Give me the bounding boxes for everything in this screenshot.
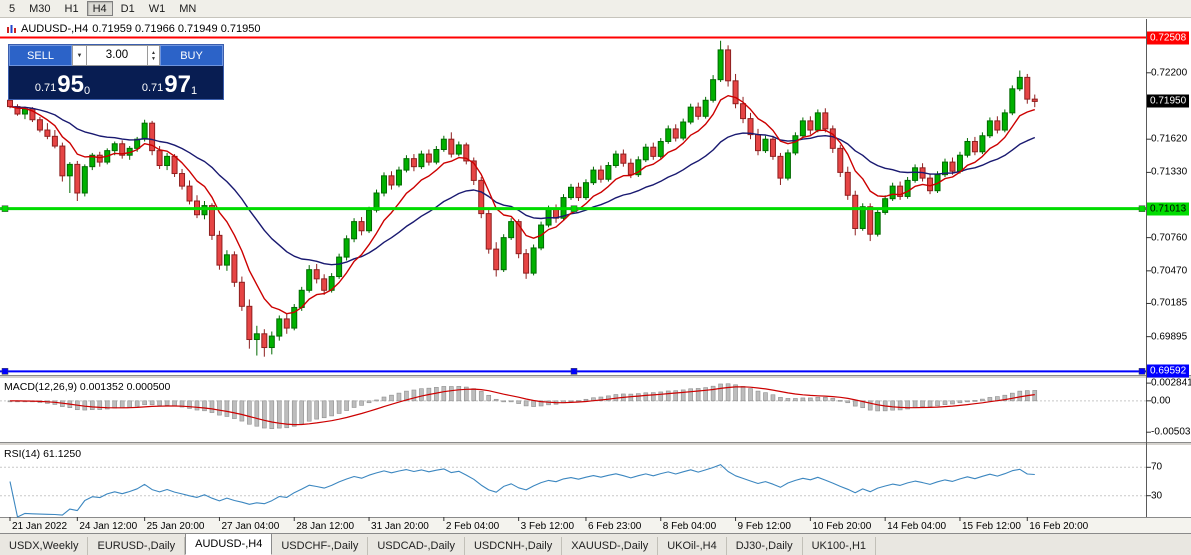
- timeframe-button-m30[interactable]: M30: [23, 1, 56, 16]
- time-axis: 21 Jan 2022 24 Jan 12:00 25 Jan 20:00 27 Ja…: [0, 517, 1191, 533]
- macd-scale-label: 0.002841: [1151, 377, 1191, 389]
- chart-tab-xauusd-daily[interactable]: XAUUSD-,Daily: [562, 537, 659, 555]
- spinner-up-icon: ▲: [151, 49, 156, 56]
- time-label: 6 Feb 23:00: [587, 521, 642, 532]
- spinner-down-icon: ▼: [151, 55, 156, 62]
- price-tick-label: 0.71330: [1151, 166, 1188, 178]
- chart-tabbar: USDX,Weekly EURUSD-,Daily AUDUSD-,H4 USDCHF…: [0, 533, 1191, 555]
- time-label: 9 Feb 12:00: [737, 521, 791, 532]
- rsi-title: RSI(14) 61.1250: [4, 448, 82, 460]
- time-label: 25 Jan 20:00: [146, 521, 205, 532]
- chevron-down-icon: ▼: [76, 52, 83, 59]
- price-tick-label: 0.70470: [1151, 265, 1188, 277]
- buy-button[interactable]: BUY: [160, 45, 223, 66]
- resistance-price-badge: 0.72508: [1147, 31, 1190, 45]
- price-tick-label: 0.72200: [1151, 67, 1188, 79]
- rsi-panel: [0, 446, 1191, 517]
- panel-splitter[interactable]: [0, 442, 1191, 446]
- volume-preset-dropdown[interactable]: ▼: [72, 45, 87, 66]
- rsi-level-label: 30: [1151, 490, 1163, 502]
- chart-tab-dj30-daily[interactable]: DJ30-,Daily: [727, 537, 803, 555]
- time-label: 10 Feb 20:00: [812, 521, 872, 532]
- timeframe-button-d1[interactable]: D1: [115, 1, 141, 16]
- chart-tab-usdx-weekly[interactable]: USDX,Weekly: [0, 537, 89, 555]
- buy-price[interactable]: 0.71 97 1: [141, 71, 198, 98]
- time-label: 31 Jan 20:00: [371, 521, 429, 532]
- sell-button[interactable]: SELL: [9, 45, 72, 66]
- chart-tab-audusd-h4[interactable]: AUDUSD-,H4: [185, 533, 273, 555]
- time-label: 3 Feb 12:00: [520, 521, 574, 532]
- chart-tab-usdchf-daily[interactable]: USDCHF-,Daily: [272, 537, 369, 555]
- one-click-trading-panel: SELL ▼ 3.00 ▲ ▼ BUY 0.71 95 0 0.71 97 1: [8, 44, 224, 100]
- timeframe-button-mn[interactable]: MN: [173, 1, 202, 16]
- chart-tab-ukoil-h4[interactable]: UKOil-,H4: [658, 537, 727, 555]
- price-tick-label: 0.71620: [1151, 133, 1188, 145]
- macd-title: MACD(12,26,9) 0.001352 0.000500: [4, 381, 171, 393]
- time-label: 28 Jan 12:00: [296, 521, 355, 532]
- chart-icon: [6, 24, 17, 35]
- macd-scale-label: 0.00: [1151, 395, 1171, 407]
- time-label: 14 Feb 04:00: [887, 521, 947, 532]
- timeframe-button-w1[interactable]: W1: [143, 1, 172, 16]
- chart-tab-eurusd-daily[interactable]: EURUSD-,Daily: [88, 537, 186, 555]
- time-label: 27 Jan 04:00: [221, 521, 280, 532]
- time-label: 24 Jan 12:00: [79, 521, 138, 532]
- chart-tab-uk100-h1[interactable]: UK100-,H1: [803, 537, 877, 555]
- timeframe-button-h4[interactable]: H4: [86, 1, 113, 16]
- chart-symbol-period: AUDUSD-,H4: [21, 23, 89, 35]
- lower-line-price-badge: 0.69592: [1147, 364, 1190, 378]
- time-label: 2 Feb 04:00: [445, 521, 500, 532]
- macd-panel: [0, 379, 1191, 442]
- time-label: 21 Jan 2022: [12, 521, 68, 532]
- panel-splitter[interactable]: [0, 375, 1191, 379]
- time-label: 16 Feb 20:00: [1029, 521, 1089, 532]
- time-label: 15 Feb 12:00: [961, 521, 1021, 532]
- price-tick-label: 0.70185: [1151, 297, 1188, 309]
- current-price-badge: 0.71950: [1147, 94, 1190, 108]
- sell-price[interactable]: 0.71 95 0: [34, 71, 91, 98]
- macd-scale-label: -0.00503: [1151, 426, 1191, 438]
- chart-title: AUDUSD-,H4 0.71959 0.71966 0.71949 0.719…: [6, 23, 260, 35]
- timeframe-button-5[interactable]: 5: [3, 1, 21, 16]
- chart-ohlc-values: 0.71959 0.71966 0.71949 0.71950: [92, 23, 261, 35]
- price-tick-label: 0.70760: [1151, 232, 1188, 244]
- timeframe-button-h1[interactable]: H1: [59, 1, 85, 16]
- chart-tab-usdcad-daily[interactable]: USDCAD-,Daily: [368, 537, 465, 555]
- price-tick-label: 0.69895: [1151, 331, 1188, 343]
- volume-input[interactable]: 3.00: [87, 45, 147, 66]
- timeframe-toolbar: 5 M30 H1 H4 D1 W1 MN: [0, 0, 1191, 18]
- time-label: 8 Feb 04:00: [662, 521, 717, 532]
- support-price-badge: 0.71013: [1147, 202, 1190, 216]
- rsi-level-label: 70: [1151, 461, 1163, 473]
- volume-stepper[interactable]: ▲ ▼: [147, 45, 160, 66]
- chart-tab-usdcnh-daily[interactable]: USDCNH-,Daily: [465, 537, 563, 555]
